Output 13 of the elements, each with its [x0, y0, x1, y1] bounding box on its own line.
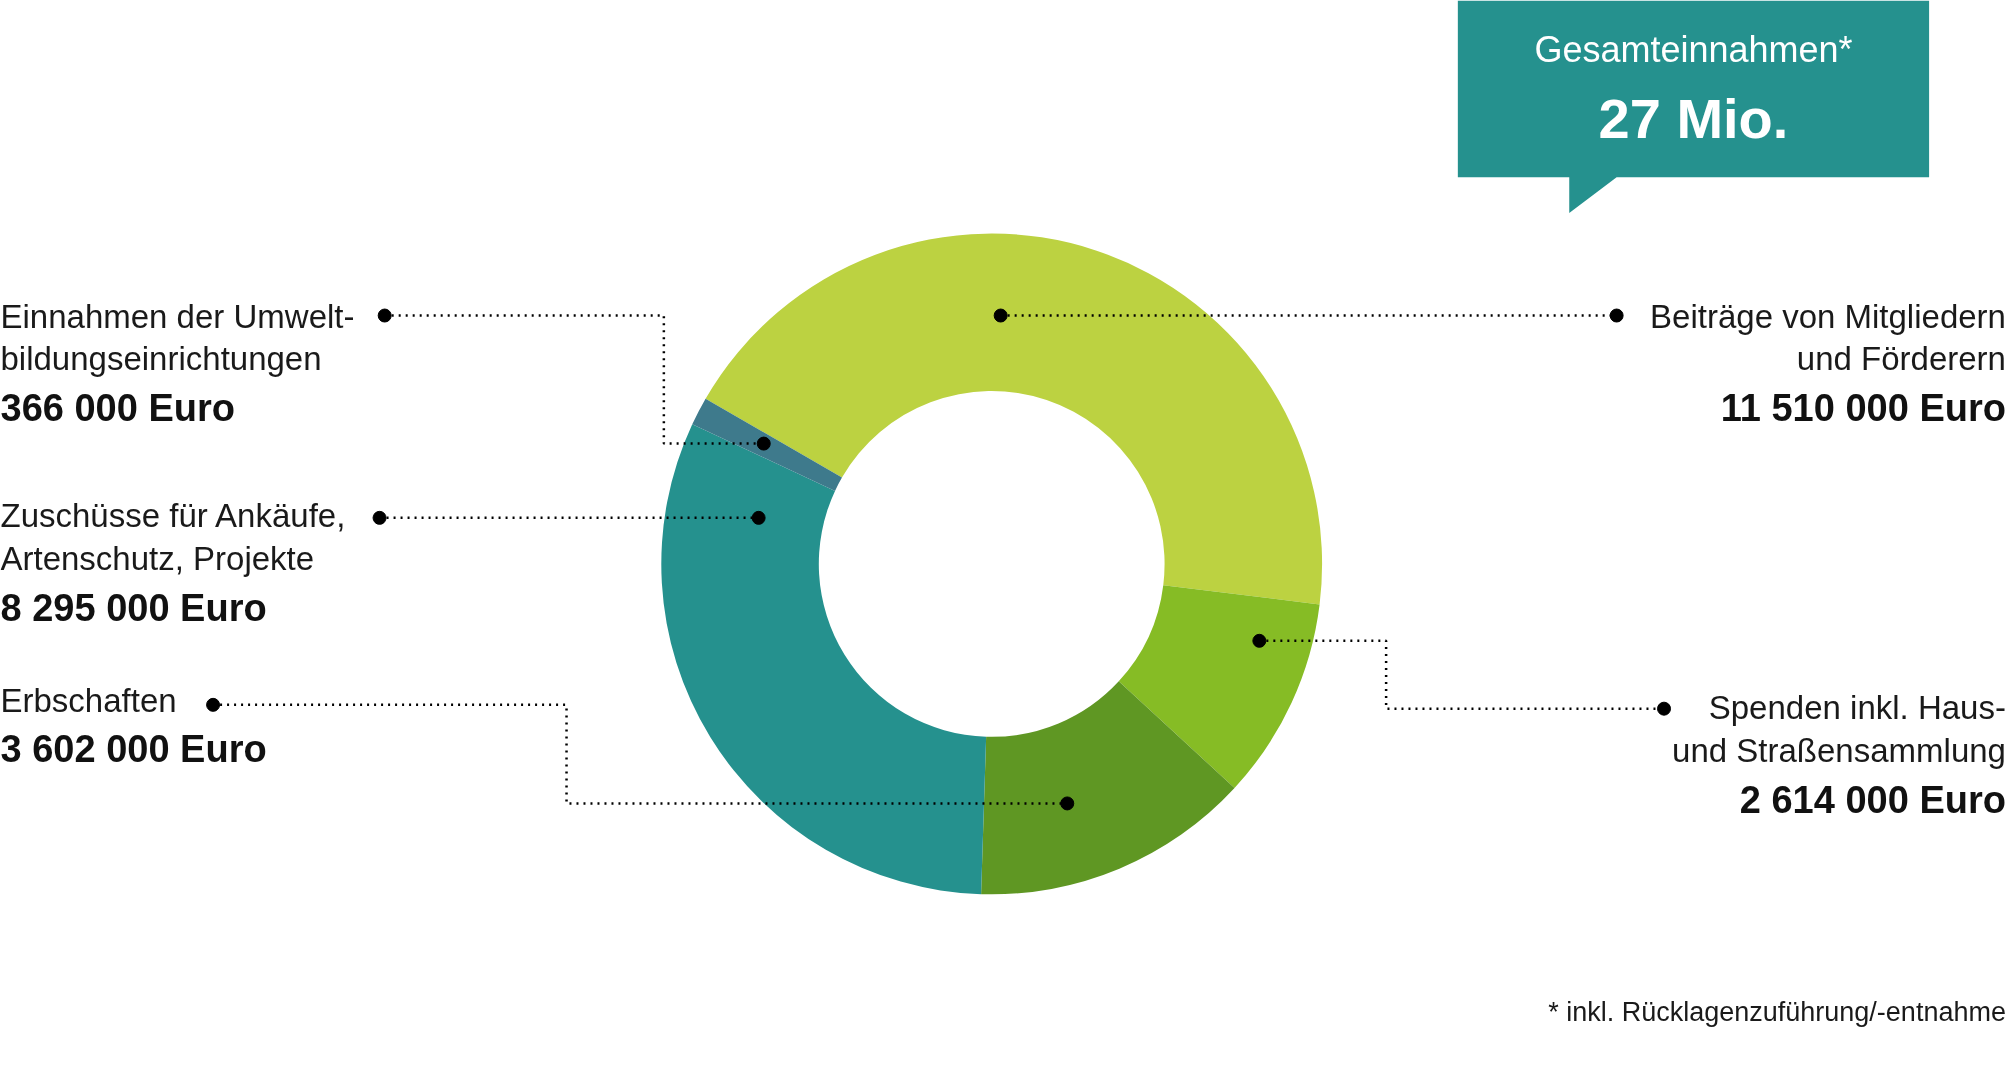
text: * inkl. Rücklagenzuführung/-entnahme	[1548, 997, 2006, 1028]
data-label: 366 000 Euro	[0, 387, 235, 430]
slice-label: Spenden inkl. Haus- und Straßensammlung	[1672, 689, 2006, 770]
slice-label: Zuschüsse für Ankäufe, Artenschutz, Projekte	[0, 497, 346, 577]
slice-label: Erbschaften	[0, 681, 177, 719]
slice-label: Einnahmen der Umwelt- bildungseinrichtungen	[0, 297, 355, 378]
data-label: 11 510 000 Euro	[1720, 387, 2006, 430]
data-label: 8 295 000 Euro	[0, 587, 267, 630]
text: 27 Mio.	[1598, 86, 1789, 150]
data-label: 3 602 000 Euro	[0, 727, 267, 770]
text: Gesamteinnahmen*	[1534, 28, 1853, 70]
data-label: 2 614 000 Euro	[1739, 779, 2006, 822]
slice-label: Beiträge von Mitgliedern und Förderern	[1650, 297, 2006, 378]
